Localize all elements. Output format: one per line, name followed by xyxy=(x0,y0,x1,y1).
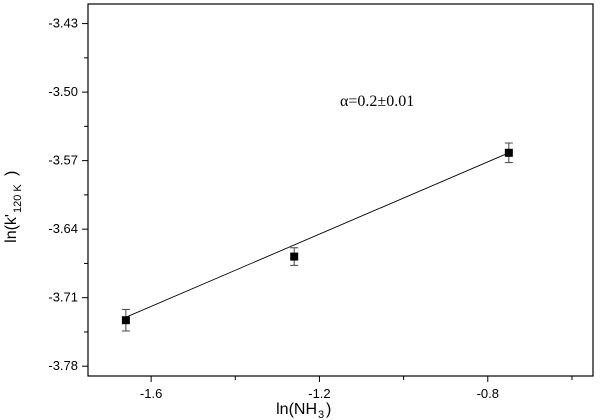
x-tick-label: -1.6 xyxy=(140,386,162,401)
y-axis-title-tail: ) xyxy=(3,171,20,176)
y-tick-label: -3.64 xyxy=(48,221,78,236)
y-tick-label: -3.71 xyxy=(48,290,78,305)
x-axis-title-main: ln(NH xyxy=(276,401,317,418)
annotation-alpha: α=0.2±0.01 xyxy=(340,93,414,110)
x-tick-label: -0.8 xyxy=(477,386,499,401)
y-tick-label: -3.43 xyxy=(48,16,78,31)
y-axis-title: ln(k' 120 K ) xyxy=(3,171,24,243)
plot-frame xyxy=(87,3,594,377)
data-point xyxy=(290,252,299,261)
y-tick-label: -3.57 xyxy=(48,153,78,168)
data-point xyxy=(504,148,513,157)
x-tick-label: -1.2 xyxy=(308,386,330,401)
y-tick-label: -3.50 xyxy=(48,84,78,99)
x-axis-title-sub: 3 xyxy=(318,409,324,420)
fit-line xyxy=(125,152,510,318)
y-axis-title-sub: 120 K xyxy=(12,184,24,213)
x-axis-title-tail: ) xyxy=(326,401,331,418)
y-axis-title-main: ln(k' xyxy=(3,214,20,243)
data-point xyxy=(121,316,130,325)
x-axis-title: ln(NH 3 ) xyxy=(276,401,331,420)
y-tick-label: -3.78 xyxy=(48,358,78,373)
